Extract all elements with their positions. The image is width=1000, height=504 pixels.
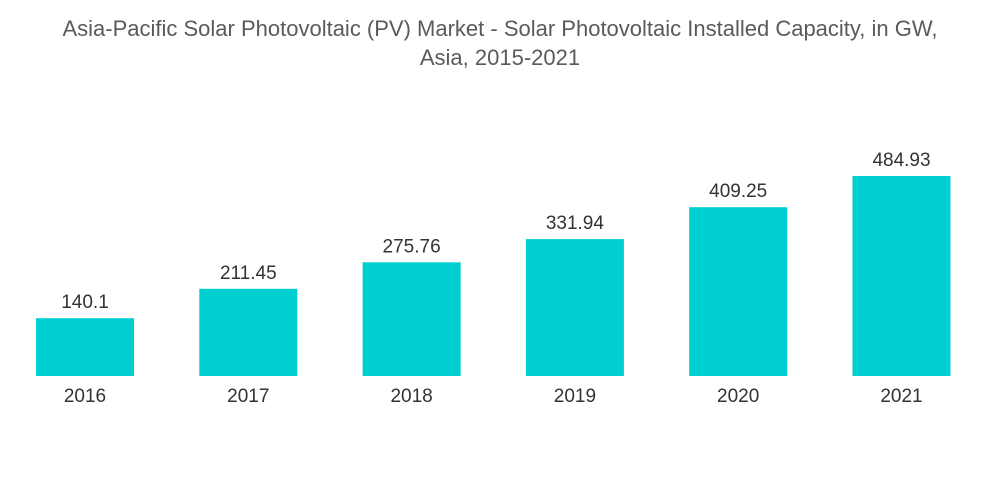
chart-title-line-1: Asia-Pacific Solar Photovoltaic (PV) Mar… (62, 16, 938, 41)
x-tick-label-2018: 2018 (390, 386, 432, 407)
x-tick-label-2020: 2020 (717, 386, 759, 407)
value-label-2016: 140.1 (61, 292, 109, 313)
value-label-2020: 409.25 (709, 181, 767, 202)
bar-2021 (852, 176, 951, 376)
value-label-2017: 211.45 (220, 263, 277, 284)
x-tick-label-2016: 2016 (64, 386, 106, 407)
x-tick-label-2021: 2021 (880, 386, 922, 407)
bar-2020 (689, 207, 788, 376)
x-tick-label-2019: 2019 (554, 386, 596, 407)
value-label-2021: 484.93 (872, 150, 930, 171)
x-tick-label-2017: 2017 (227, 386, 269, 407)
bar-2019 (525, 239, 624, 376)
value-label-2019: 331.94 (546, 213, 605, 234)
chart-title: Asia-Pacific Solar Photovoltaic (PV) Mar… (0, 14, 1000, 72)
bar-2018 (362, 262, 461, 376)
bar-2017 (199, 288, 298, 376)
bar-2016 (36, 318, 134, 376)
chart-title-line-2: Asia, 2015-2021 (419, 45, 581, 70)
value-label-2018: 275.76 (383, 236, 441, 257)
